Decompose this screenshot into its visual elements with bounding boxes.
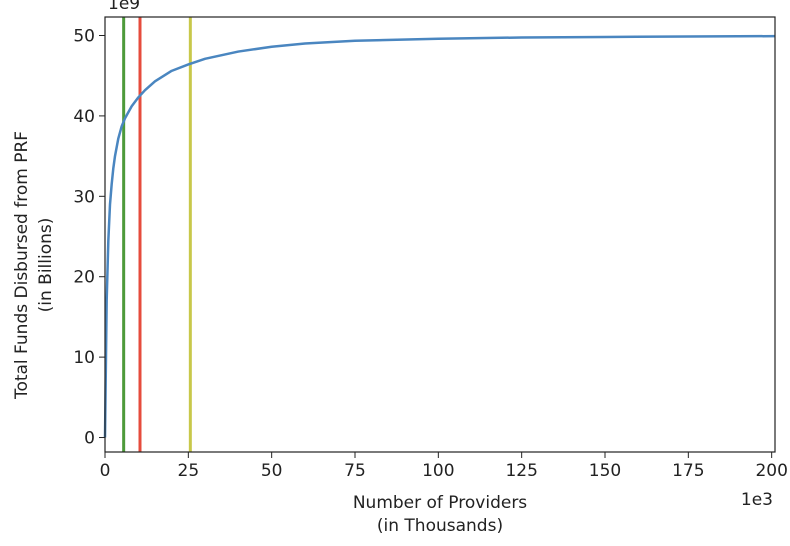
y-axis-label-line2: (in Billions)	[36, 218, 56, 313]
plot-area	[103, 17, 776, 452]
x-tick-label: 125	[505, 461, 537, 481]
y-axis-label-line1: Total Funds Disbursed from PRF	[12, 131, 32, 400]
x-tick-label: 75	[344, 461, 366, 481]
y-tick-label: 50	[73, 26, 95, 46]
x-tick-label: 100	[422, 461, 454, 481]
y-tick-label: 20	[73, 268, 95, 288]
y-tick-label: 10	[73, 348, 95, 368]
y-tick-label: 30	[73, 187, 95, 207]
x-axis-label-line1: Number of Providers	[353, 493, 527, 513]
axes-frame	[104, 16, 776, 453]
x-tick-label: 175	[672, 461, 704, 481]
x-tick-label: 150	[589, 461, 621, 481]
y-tick-label: 40	[73, 107, 95, 127]
y-tick-label: 0	[84, 429, 95, 449]
x-axis-offset-text: 1e3	[741, 490, 773, 510]
x-tick-label: 25	[178, 461, 200, 481]
x-tick-label: 0	[100, 461, 111, 481]
x-tick-label: 50	[261, 461, 283, 481]
series-line-1	[103, 34, 776, 438]
y-axis-offset-text: 1e9	[108, 0, 140, 14]
x-tick-label: 200	[755, 461, 787, 481]
axes-ticks: 0 25 50 75 100 125 150 175 200 0 10 20 30 40 50	[73, 26, 788, 481]
x-axis-label-line2: (in Thousands)	[377, 516, 503, 536]
